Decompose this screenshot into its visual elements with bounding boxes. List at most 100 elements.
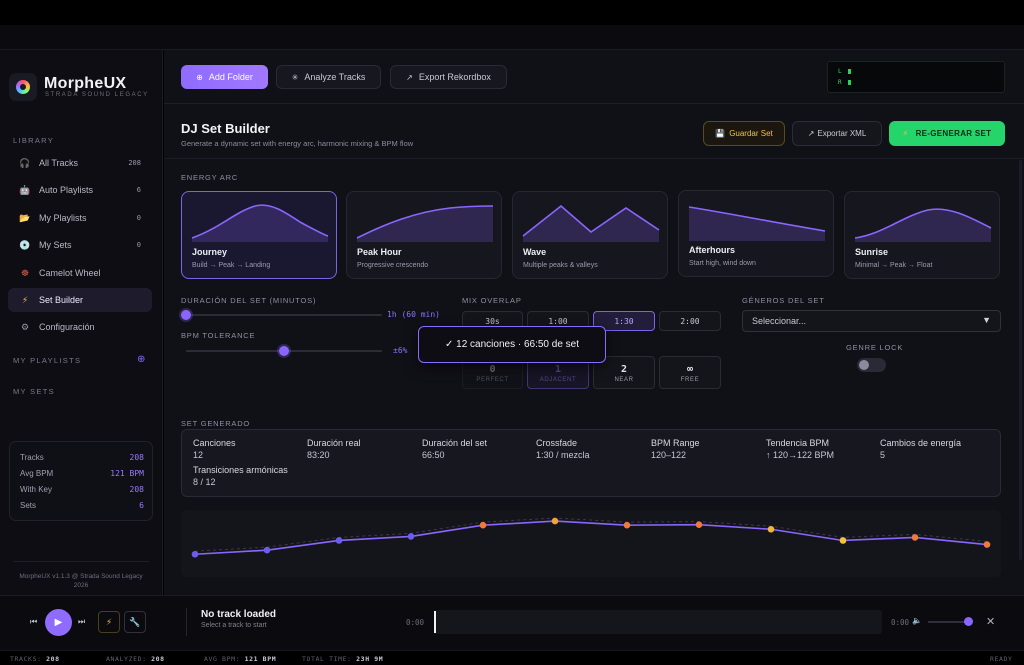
energy-point-6[interactable] <box>551 517 559 525</box>
speaker-muted-icon[interactable]: 🔈 <box>912 616 922 625</box>
stat-label: Tracks <box>20 453 44 462</box>
genre-lock-toggle[interactable] <box>857 358 886 372</box>
energy-point-11[interactable] <box>911 534 919 541</box>
status-value: 208 <box>46 655 60 663</box>
sidebar-item-configuracion[interactable]: ⚙ Configuración <box>8 315 152 339</box>
status-value: 23H 9M <box>356 655 384 663</box>
tools-button[interactable]: 🔧 <box>124 611 146 633</box>
arc-card-journey[interactable]: Journey Build → Peak → Landing <box>181 191 337 279</box>
duration-slider-knob[interactable] <box>181 310 191 320</box>
summary-key: Duración del set <box>422 438 488 448</box>
status-key: TOTAL TIME: <box>302 655 352 663</box>
arc-card-peak-hour[interactable]: Peak Hour Progressive crescendo <box>346 191 502 279</box>
afterhours-curve-icon <box>688 206 826 241</box>
genre-lock-label: GENRE LOCK <box>846 343 904 352</box>
sparkle-icon: ✳ <box>291 72 299 82</box>
harmonic-label: PERFECT <box>476 377 509 383</box>
status-value: 208 <box>151 655 165 663</box>
regenerate-set-button[interactable]: ⚡ RE-GENERAR SET <box>889 121 1005 146</box>
energy-arc-label: ENERGY ARC <box>181 173 239 182</box>
summary-value: 120–122 <box>651 450 687 460</box>
overlap-option-1-30[interactable]: 1:30 <box>593 311 655 331</box>
harmonic-label: FREE <box>680 377 700 383</box>
sidebar-item-count: 208 <box>128 159 141 167</box>
scrollbar[interactable] <box>1019 160 1022 560</box>
library-label: LIBRARY <box>13 136 55 145</box>
sidebar-item-auto-playlists[interactable]: 🤖 Auto Playlists 6 <box>8 178 152 202</box>
lightning-icon: ⚡ <box>105 616 113 627</box>
my-sets-label: MY SETS <box>13 387 55 396</box>
summary-value: 66:50 <box>422 450 445 460</box>
arc-card-afterhours[interactable]: Afterhours Start high, wind down <box>678 190 834 277</box>
sidebar-item-my-playlists[interactable]: 📂 My Playlists 0 <box>8 206 152 230</box>
volume-knob[interactable] <box>964 617 973 626</box>
lightning-icon: ⚡ <box>902 129 909 138</box>
play-button[interactable]: ▶ <box>45 609 72 636</box>
harmonic-option-free[interactable]: ∞ FREE <box>659 356 721 389</box>
energy-point-5[interactable] <box>479 521 487 529</box>
previous-track-icon[interactable]: ⏮ <box>30 617 38 626</box>
sidebar-item-label: All Tracks <box>39 158 79 168</box>
wheel-icon: ☸ <box>20 267 30 278</box>
duration-slider-track[interactable] <box>186 314 382 316</box>
add-folder-label: Add Folder <box>208 72 253 82</box>
headphones-icon: 🎧 <box>19 157 31 168</box>
overlap-option-2-00[interactable]: 2:00 <box>659 311 721 331</box>
energy-point-10[interactable] <box>839 537 847 544</box>
sidebar-item-my-sets[interactable]: 💿 My Sets 0 <box>8 233 152 257</box>
version-text: MorpheUX v1.1.3 @ Strada Sound Legacy 20… <box>19 573 143 589</box>
summary-crossfade: Crossfade 1:30 / mezcla <box>536 438 590 460</box>
status-key: TRACKS: <box>10 655 42 663</box>
sidebar-item-count: 6 <box>136 186 141 194</box>
energy-point-4[interactable] <box>407 533 415 540</box>
add-folder-button[interactable]: ⊕ Add Folder <box>181 65 268 89</box>
save-set-button[interactable]: 💾 Guardar Set <box>703 121 785 146</box>
summary-bpm-range: BPM Range 120–122 <box>651 438 700 460</box>
energy-point-3[interactable] <box>335 537 343 544</box>
arc-card-wave[interactable]: Wave Multiple peaks & valleys <box>512 191 668 279</box>
close-icon[interactable]: ✕ <box>986 616 996 628</box>
stat-label: With Key <box>20 485 53 494</box>
export-xml-button[interactable]: ↗ Exportar XML <box>792 121 882 146</box>
sidebar-item-label: My Playlists <box>39 213 87 223</box>
summary-real-duration: Duración real 83:20 <box>307 438 361 460</box>
summary-key: Crossfade <box>536 438 578 448</box>
stat-label: Sets <box>20 501 37 510</box>
next-track-icon[interactable]: ⏭ <box>78 617 86 626</box>
analyze-tracks-button[interactable]: ✳ Analyze Tracks <box>276 65 381 89</box>
peak-hour-curve-icon <box>356 205 494 242</box>
arc-card-sunrise[interactable]: Sunrise Minimal → Peak → Float <box>844 191 1000 279</box>
energy-point-12[interactable] <box>983 541 991 548</box>
export-rekordbox-button[interactable]: ↗ Export Rekordbox <box>390 65 507 89</box>
summary-set-duration: Duración del set 66:50 <box>422 438 487 460</box>
energy-point-2[interactable] <box>263 546 271 554</box>
genres-select[interactable]: Seleccionar... ▼ <box>742 310 1001 332</box>
arc-card-name: Journey <box>192 247 228 257</box>
status-ready: READY <box>990 655 1013 663</box>
volume-slider[interactable] <box>928 621 968 623</box>
sidebar-item-all-tracks[interactable]: 🎧 All Tracks 208 <box>8 151 152 175</box>
harmonic-value: 0 <box>489 364 496 375</box>
harmonic-value: 1 <box>554 364 562 375</box>
app-name: MorpheUX <box>44 75 127 92</box>
sidebar-item-camelot-wheel[interactable]: ☸ Camelot Wheel <box>8 261 152 285</box>
disc-icon: 💿 <box>19 239 31 250</box>
sidebar-item-label: Auto Playlists <box>39 185 94 195</box>
folder-icon: 📂 <box>19 212 31 223</box>
summary-value: 8 / 12 <box>193 477 216 487</box>
sidebar-item-set-builder[interactable]: ⚡ Set Builder <box>8 288 152 312</box>
energy-point-1[interactable] <box>191 550 199 558</box>
page-title: DJ Set Builder <box>181 121 270 136</box>
save-icon: 💾 <box>715 129 726 138</box>
arrow-up-right-icon: ↗ <box>406 72 413 82</box>
status-tracks: TRACKS: 208 <box>10 655 60 663</box>
waveform-seekbar[interactable] <box>434 610 882 634</box>
bpm-tolerance-slider-knob[interactable] <box>279 346 289 356</box>
summary-value: 5 <box>880 450 886 460</box>
energy-point-8[interactable] <box>695 521 703 528</box>
energy-point-9[interactable] <box>767 525 775 533</box>
plus-circle-icon[interactable]: ⊕ <box>137 354 146 365</box>
stat-label: Avg BPM <box>20 469 54 478</box>
energy-point-7[interactable] <box>623 521 631 529</box>
auto-mix-button[interactable]: ⚡ <box>98 611 120 633</box>
